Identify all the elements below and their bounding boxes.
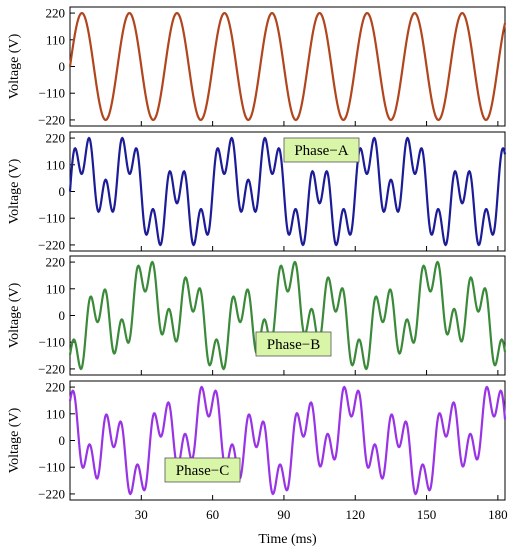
panel-2: 220 110 0 −110 −220 Voltage (V) Phase−A — [7, 131, 507, 252]
phase-annotation-box — [283, 137, 360, 163]
phase-annotation-label: Phase−C — [176, 463, 229, 479]
y-tick-label: −110 — [39, 460, 65, 475]
y-tick-label: 0 — [59, 308, 66, 323]
panel-3: 220 110 0 −110 −220 Voltage (V) Phase−B — [7, 255, 507, 376]
y-tick-label: 220 — [46, 6, 66, 21]
y-tick-label: 220 — [46, 255, 66, 270]
y-tick-label: 220 — [46, 380, 66, 395]
y-axis-label: Voltage (V) — [7, 158, 22, 224]
y-tick-label: −220 — [38, 486, 65, 501]
x-tick-label: 120 — [345, 507, 365, 522]
y-tick-label: 110 — [46, 157, 65, 172]
y-tick-label: 110 — [46, 32, 65, 47]
y-tick-label: −220 — [38, 237, 65, 252]
y-tick-label: −220 — [38, 361, 65, 376]
phase-annotation-box — [164, 457, 241, 483]
x-tick-label: 30 — [135, 507, 148, 522]
series-line-1 — [68, 11, 507, 122]
y-tick-label: −110 — [39, 335, 65, 350]
y-axis-label: Voltage (V) — [7, 33, 22, 99]
y-axis-label: Voltage (V) — [7, 282, 22, 348]
y-tick-label: 0 — [59, 59, 66, 74]
panel-1: 220 110 0 −110 −220 Voltage (V) — [7, 6, 507, 127]
y-tick-label: −110 — [39, 211, 65, 226]
series-line-2 — [68, 136, 507, 247]
x-tick-label: 60 — [206, 507, 219, 522]
panel-4: 220 110 0 −110 −220 Voltage (V) Phase−C — [7, 380, 507, 501]
y-axis-label: Voltage (V) — [7, 407, 22, 473]
y-tick-label: 110 — [46, 281, 65, 296]
x-tick-label: 150 — [417, 507, 437, 522]
y-tick-label: 0 — [59, 184, 66, 199]
x-tick-label: 90 — [277, 507, 290, 522]
y-tick-label: −110 — [39, 86, 65, 101]
phase-annotation-label: Phase−B — [267, 337, 320, 353]
y-tick-label: −220 — [38, 112, 65, 127]
series-line-4 — [68, 385, 507, 496]
y-tick-label: 0 — [59, 433, 66, 448]
y-tick-label: 110 — [46, 406, 65, 421]
phase-annotation-label: Phase−A — [294, 143, 348, 159]
x-tick-label: 180 — [488, 507, 508, 522]
phase-annotation-box — [255, 331, 332, 357]
x-axis-label: Time (ms) — [258, 532, 317, 547]
y-tick-label: 220 — [46, 131, 66, 146]
panel-frame — [69, 380, 506, 501]
series-line-3 — [68, 260, 507, 371]
